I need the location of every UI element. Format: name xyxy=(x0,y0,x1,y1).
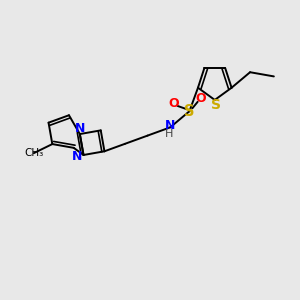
Text: N: N xyxy=(72,150,82,163)
Text: O: O xyxy=(169,97,179,110)
Text: S: S xyxy=(211,98,221,112)
Text: S: S xyxy=(184,104,195,119)
Text: O: O xyxy=(195,92,206,105)
Text: N: N xyxy=(75,122,85,135)
Text: CH₃: CH₃ xyxy=(24,148,44,158)
Text: H: H xyxy=(165,129,173,139)
Text: N: N xyxy=(165,119,175,132)
